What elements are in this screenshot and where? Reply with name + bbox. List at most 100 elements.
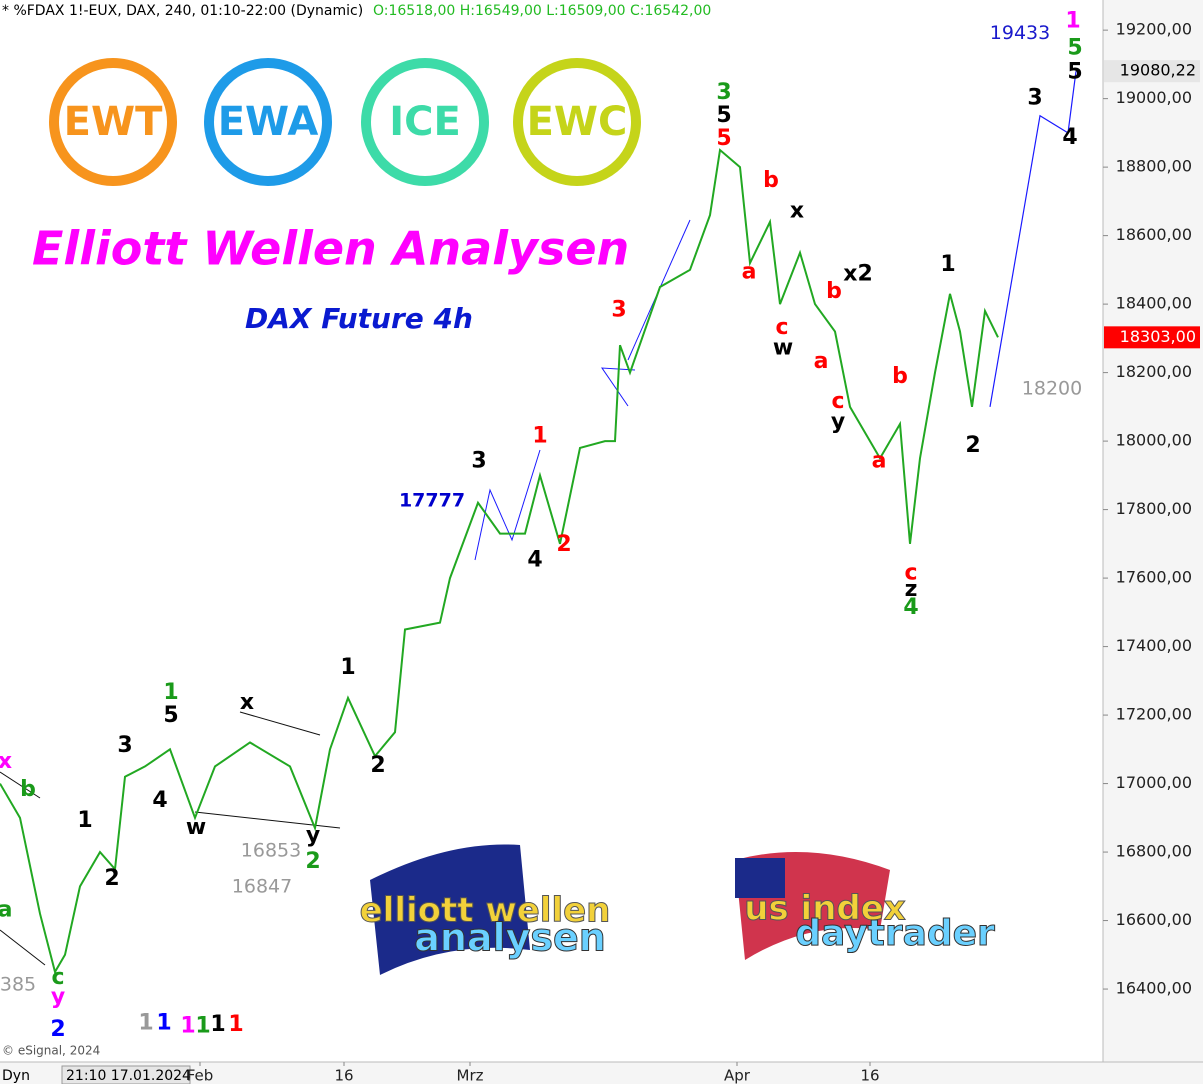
y-tick-label: 18600,00 [1116, 225, 1192, 244]
chart-subtitle: DAX Future 4h [245, 302, 473, 335]
wave-label: 1 [940, 252, 955, 277]
cursor-box [61, 1065, 191, 1084]
wave-label: 1 [180, 1014, 195, 1039]
wave-label: x [240, 690, 254, 715]
wave-label: z [905, 577, 918, 602]
wave-label: 4 [527, 547, 542, 572]
wave-label: w [186, 815, 206, 840]
wave-label: 2 [305, 849, 320, 874]
wave-label: a [742, 259, 757, 284]
trend-line [0, 929, 46, 966]
wave-label: b [892, 364, 908, 389]
badge-text: EWA [218, 99, 319, 145]
price-marker-label: 18303,00 [1120, 327, 1196, 346]
wave-label: 5 [163, 703, 178, 728]
wave-label: c [51, 965, 64, 990]
logo-text: us index [744, 889, 906, 929]
wave-label: c [831, 389, 844, 414]
badge-text: ICE [389, 99, 461, 145]
header: * %FDAX 1!-EUX, DAX, 240, 01:10-22:00 (D… [2, 3, 363, 19]
wave-label: 1 [532, 423, 547, 448]
x-tick-label: 16 [334, 1067, 353, 1084]
level-label: 18200 [1022, 378, 1082, 400]
price-line [0, 148, 999, 975]
badge-ring [361, 58, 489, 186]
level-label: 16853 [241, 840, 301, 862]
flag-canton [735, 858, 785, 898]
y-tick-label: 16600,00 [1116, 910, 1192, 929]
wave-label: b [20, 777, 36, 802]
wave-label: a [0, 897, 12, 922]
badge-ring [513, 58, 641, 186]
mode: Dyn [2, 1068, 30, 1084]
price-marker [1104, 326, 1200, 349]
logo-text: analysen [414, 916, 606, 960]
badge-ring [49, 58, 177, 186]
y-tick-label: 17000,00 [1116, 773, 1192, 792]
wave-label: 3 [1027, 85, 1042, 110]
wave-label: 3 [716, 80, 731, 105]
level-label: 385 [0, 973, 36, 995]
wave-label: 1 [77, 808, 92, 833]
copyright: © eSignal, 2024 [2, 1044, 100, 1058]
wave-label: 1 [195, 1014, 210, 1039]
y-tick-label: 16400,00 [1116, 979, 1192, 998]
wave-label: 2 [50, 1017, 65, 1042]
wave-label: 2 [104, 866, 119, 891]
y-tick-label: 18200,00 [1116, 362, 1192, 381]
wave-label: a [814, 349, 829, 374]
level-label: 16847 [232, 875, 292, 897]
wave-label: 1 [340, 655, 355, 680]
y-tick-label: 19200,00 [1116, 20, 1192, 39]
wave-label: x [0, 749, 12, 774]
x-tick-label: Feb [187, 1067, 214, 1084]
badge-ring [204, 58, 332, 186]
price-marker-label: 19080,22 [1120, 61, 1196, 80]
wave-label: a [872, 448, 887, 473]
wave-label: 1 [163, 680, 178, 705]
y-tick-label: 16800,00 [1116, 842, 1192, 861]
trend-line [239, 711, 321, 736]
logo-us: us index daytrader [735, 852, 996, 960]
logo-elliott: elliott wellen analysen [359, 844, 611, 975]
wave-sketch [474, 449, 541, 561]
wave-label: 4 [1062, 125, 1077, 150]
wave-label: 2 [965, 433, 980, 458]
y-tick-label: 17800,00 [1116, 499, 1192, 518]
y-tick-label: 17400,00 [1116, 636, 1192, 655]
wave-label: 5 [716, 126, 731, 151]
x-tick-label: Apr [724, 1067, 751, 1084]
wave-sketch [601, 367, 636, 407]
flag [370, 844, 530, 975]
wave-label: 3 [471, 448, 486, 473]
price-marker [1104, 60, 1200, 83]
wave-label: 2 [556, 532, 571, 557]
ohlc: O:16518,00 H:16549,00 L:16509,00 C:16542… [373, 3, 711, 19]
wave-label: c [775, 315, 788, 340]
wave-label: y [51, 984, 65, 1009]
logo-text: elliott wellen [360, 891, 611, 931]
wave-label: 1 [210, 1012, 225, 1037]
wave-label: 1 [156, 1010, 171, 1035]
price-line [989, 71, 1077, 407]
y-tick-label: 18400,00 [1116, 294, 1192, 313]
wave-label: c [904, 560, 917, 585]
chart-title: Elliott Wellen Analysen [32, 222, 629, 276]
wave-label: 3 [611, 297, 626, 322]
wave-label: b [763, 168, 779, 193]
wave-label: 5 [1067, 59, 1082, 84]
x-tick-label: 16 [860, 1067, 879, 1084]
wave-label: 3 [117, 733, 132, 758]
level-label: 17777 [399, 490, 465, 512]
x-tick-label: Mrz [457, 1067, 484, 1084]
wave-label: x2 [843, 261, 873, 286]
logo-text: daytrader [795, 913, 995, 954]
wave-label: y [306, 823, 320, 848]
y-tick-label: 18800,00 [1116, 157, 1192, 176]
y-tick-label: 17200,00 [1116, 705, 1192, 724]
y-tick-label: 19000,00 [1116, 88, 1192, 107]
wave-label: 1 [1065, 9, 1080, 34]
wave-label: 5 [1067, 35, 1082, 60]
wave-label: 4 [903, 595, 918, 620]
